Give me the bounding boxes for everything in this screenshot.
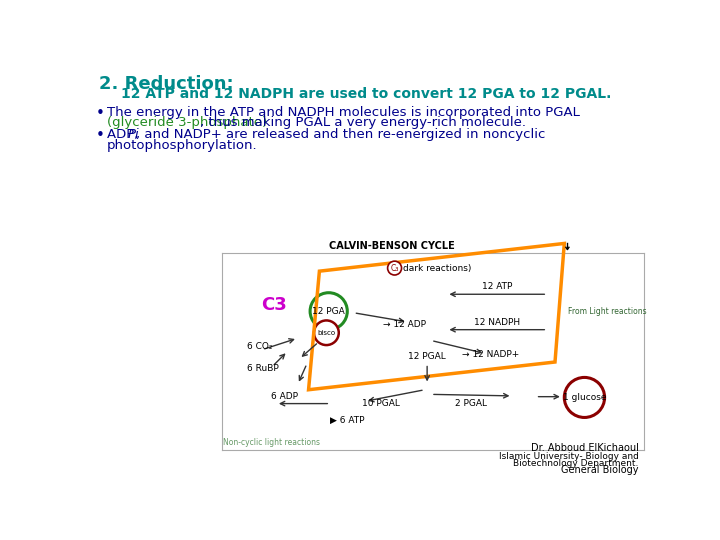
Text: ADP,: ADP,	[107, 128, 143, 141]
Text: → 12 NADP+: → 12 NADP+	[462, 350, 519, 359]
Text: → 12 ADP: → 12 ADP	[383, 320, 426, 329]
Text: dark reactions): dark reactions)	[403, 264, 472, 273]
Text: Dr. Abboud ElKichaoul: Dr. Abboud ElKichaoul	[531, 443, 639, 453]
Text: 2 PGAL: 2 PGAL	[455, 399, 487, 408]
Text: Non-cyclic light reactions: Non-cyclic light reactions	[223, 438, 320, 447]
Text: Islamic University- Biology and: Islamic University- Biology and	[499, 451, 639, 461]
Text: Pi: Pi	[128, 128, 140, 141]
Text: 12 PGA: 12 PGA	[312, 307, 345, 316]
Text: 12 ATP: 12 ATP	[482, 282, 512, 291]
Text: 12 PGAL: 12 PGAL	[408, 352, 446, 361]
Text: •: •	[96, 128, 105, 143]
Circle shape	[314, 320, 339, 345]
Text: •: •	[96, 106, 105, 120]
Text: C3: C3	[261, 296, 287, 314]
Text: General Biology: General Biology	[561, 465, 639, 475]
Text: Biotechnology Department.: Biotechnology Department.	[513, 458, 639, 468]
Text: photophosphorylation.: photophosphorylation.	[107, 139, 258, 152]
Text: 10 PGAL: 10 PGAL	[361, 399, 400, 408]
Text: ▶ 6 ATP: ▶ 6 ATP	[330, 416, 365, 425]
Text: 6 RuBP: 6 RuBP	[246, 364, 279, 374]
Text: 6 CO₂: 6 CO₂	[246, 342, 272, 351]
Circle shape	[310, 293, 347, 330]
Text: 12 ATP and 12 NADPH are used to convert 12 PGA to 12 PGAL.: 12 ATP and 12 NADPH are used to convert …	[121, 87, 611, 101]
Text: 2. Reduction:: 2. Reduction:	[99, 75, 234, 93]
Text: CALVIN-BENSON CYCLE: CALVIN-BENSON CYCLE	[329, 241, 455, 251]
Circle shape	[387, 261, 402, 275]
Text: C₃: C₃	[390, 264, 399, 273]
Text: The energy in the ATP and NADPH molecules is incorporated into PGAL: The energy in the ATP and NADPH molecule…	[107, 106, 580, 119]
Text: bisco: bisco	[318, 330, 336, 336]
Text: From Light reactions: From Light reactions	[568, 307, 647, 316]
Circle shape	[564, 377, 605, 417]
Text: , thus making PGAL a very energy-rich molecule.: , thus making PGAL a very energy-rich mo…	[199, 117, 526, 130]
Text: (glyceride 3-phosphate): (glyceride 3-phosphate)	[107, 117, 267, 130]
Text: 1 glucose: 1 glucose	[563, 393, 606, 402]
Text: 12 NADPH: 12 NADPH	[474, 318, 520, 327]
Text: , and NADP+ are released and then re-energized in noncyclic: , and NADP+ are released and then re-ene…	[137, 128, 546, 141]
Text: 6 ADP: 6 ADP	[271, 392, 297, 401]
